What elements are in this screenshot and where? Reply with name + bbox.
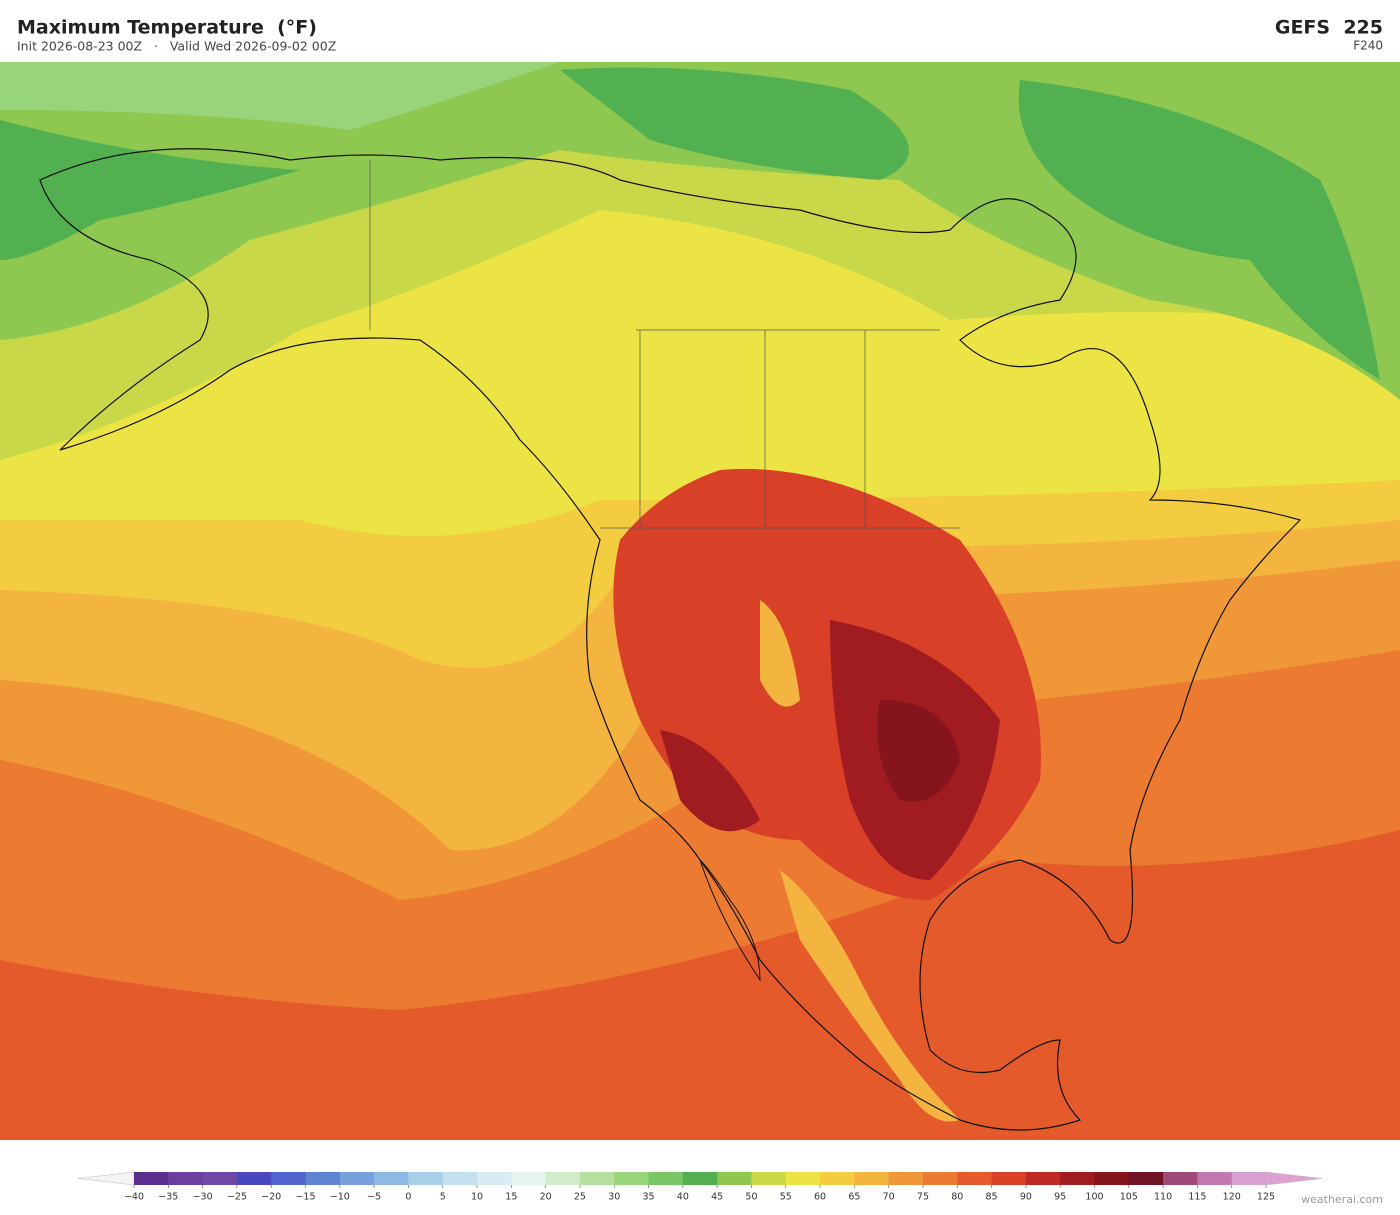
colorbar-segment xyxy=(922,1172,958,1185)
colorbar-segment xyxy=(271,1172,307,1185)
colorbar-tick-label: 65 xyxy=(848,1192,860,1203)
border xyxy=(369,160,960,530)
colorbar-tick-label: 10 xyxy=(471,1192,483,1203)
watermark: weatherai.com xyxy=(1301,1193,1383,1206)
colorbar-tick-label: 35 xyxy=(642,1192,654,1203)
colorbar-tick-label: 75 xyxy=(917,1192,929,1203)
colorbar-tick-label: −35 xyxy=(158,1192,178,1203)
colorbar-segment xyxy=(682,1172,718,1185)
colorbar-segment xyxy=(1025,1172,1061,1185)
colorbar-segment xyxy=(442,1172,478,1185)
colorbar-segment xyxy=(717,1172,752,1185)
colorbar-segment xyxy=(957,1172,993,1185)
colorbar-tick-label: −5 xyxy=(367,1192,381,1203)
colorbar-tick-label: 70 xyxy=(883,1192,895,1203)
colorbar-tick-label: 115 xyxy=(1188,1192,1206,1203)
colorbar-segment xyxy=(888,1172,924,1185)
colorbar-tick-label: 25 xyxy=(574,1192,586,1203)
colorbar-segment xyxy=(305,1172,341,1185)
colorbar-tick-label: −20 xyxy=(261,1192,281,1203)
colorbar-segment xyxy=(614,1172,650,1185)
colorbar-tick-label: 55 xyxy=(780,1192,792,1203)
colorbar-segment xyxy=(1197,1172,1233,1185)
colorbar-tick-label: 15 xyxy=(505,1192,517,1203)
colorbar-segment xyxy=(820,1172,855,1185)
colorbar-tick-label: 60 xyxy=(814,1192,826,1203)
colorbar-tick-label: 45 xyxy=(711,1192,723,1203)
colorbar-segment xyxy=(339,1172,375,1185)
colorbar-segment xyxy=(511,1172,547,1185)
colorbar-segment xyxy=(785,1172,821,1185)
colorbar-segment xyxy=(991,1172,1027,1185)
colorbar-tick-label: 50 xyxy=(745,1192,757,1203)
colorbar-tick-label: −25 xyxy=(227,1192,247,1203)
colorbar-segment xyxy=(1094,1172,1130,1185)
colorbar-segment xyxy=(1231,1172,1267,1185)
colorbar-segment xyxy=(202,1172,238,1185)
colorbar-tick-label: 110 xyxy=(1154,1192,1172,1203)
field-band xyxy=(660,620,1000,880)
colorbar-segment xyxy=(854,1172,890,1185)
colorbar-tick-label: 30 xyxy=(608,1192,620,1203)
colorbar-segment xyxy=(408,1172,444,1185)
map-subtitle: Init 2026-08-23 00Z · Valid Wed 2026-09-… xyxy=(17,39,336,54)
colorbar-tick-label: −40 xyxy=(124,1192,144,1203)
colorbar-segment xyxy=(1060,1172,1095,1185)
field-band xyxy=(0,67,1380,380)
field-band xyxy=(877,700,960,802)
colorbar-tick-label: −15 xyxy=(295,1192,315,1203)
colorbar-tick-label: −10 xyxy=(330,1192,350,1203)
coastline xyxy=(699,859,761,982)
colorbar-tick-label: 105 xyxy=(1120,1192,1138,1203)
colorbar-tick-label: 100 xyxy=(1085,1192,1103,1203)
colorbar-tick-label: 85 xyxy=(986,1192,998,1203)
colorbar-segment xyxy=(545,1172,581,1185)
map-title: Maximum Temperature (°F) xyxy=(17,17,317,39)
field-band xyxy=(760,600,960,1122)
colorbar-segment xyxy=(579,1172,615,1185)
colorbar-segment xyxy=(477,1172,512,1185)
colorbar-tick-label: 120 xyxy=(1223,1192,1241,1203)
colorbar-segment xyxy=(236,1172,272,1185)
colorbar-tick-label: −30 xyxy=(193,1192,213,1203)
colorbar-tick-label: 5 xyxy=(440,1192,446,1203)
colorbar-tick-label: 40 xyxy=(677,1192,689,1203)
colorbar-tick-label: 80 xyxy=(951,1192,963,1203)
colorbar-segment xyxy=(1163,1172,1198,1185)
field-band xyxy=(0,62,560,130)
colorbar-segment xyxy=(1128,1172,1164,1185)
colorbar-segment xyxy=(751,1172,787,1185)
colorbar-segment xyxy=(134,1172,169,1185)
colorbar-segment xyxy=(168,1172,204,1185)
colorbar-tick-label: 125 xyxy=(1257,1192,1275,1203)
coastline xyxy=(39,148,1302,1131)
colorbar-tick-label: 20 xyxy=(540,1192,552,1203)
colorbar-tick-label: 0 xyxy=(405,1192,411,1203)
colorbar-segment xyxy=(648,1172,684,1185)
colorbar-tick-label: 90 xyxy=(1020,1192,1032,1203)
colorbar-tick-label: 95 xyxy=(1054,1192,1066,1203)
model-name: GEFS 225 xyxy=(1275,17,1383,39)
temperature-field xyxy=(0,62,1400,1140)
forecast-hour: F240 xyxy=(1353,39,1383,53)
colorbar-segment xyxy=(374,1172,409,1185)
